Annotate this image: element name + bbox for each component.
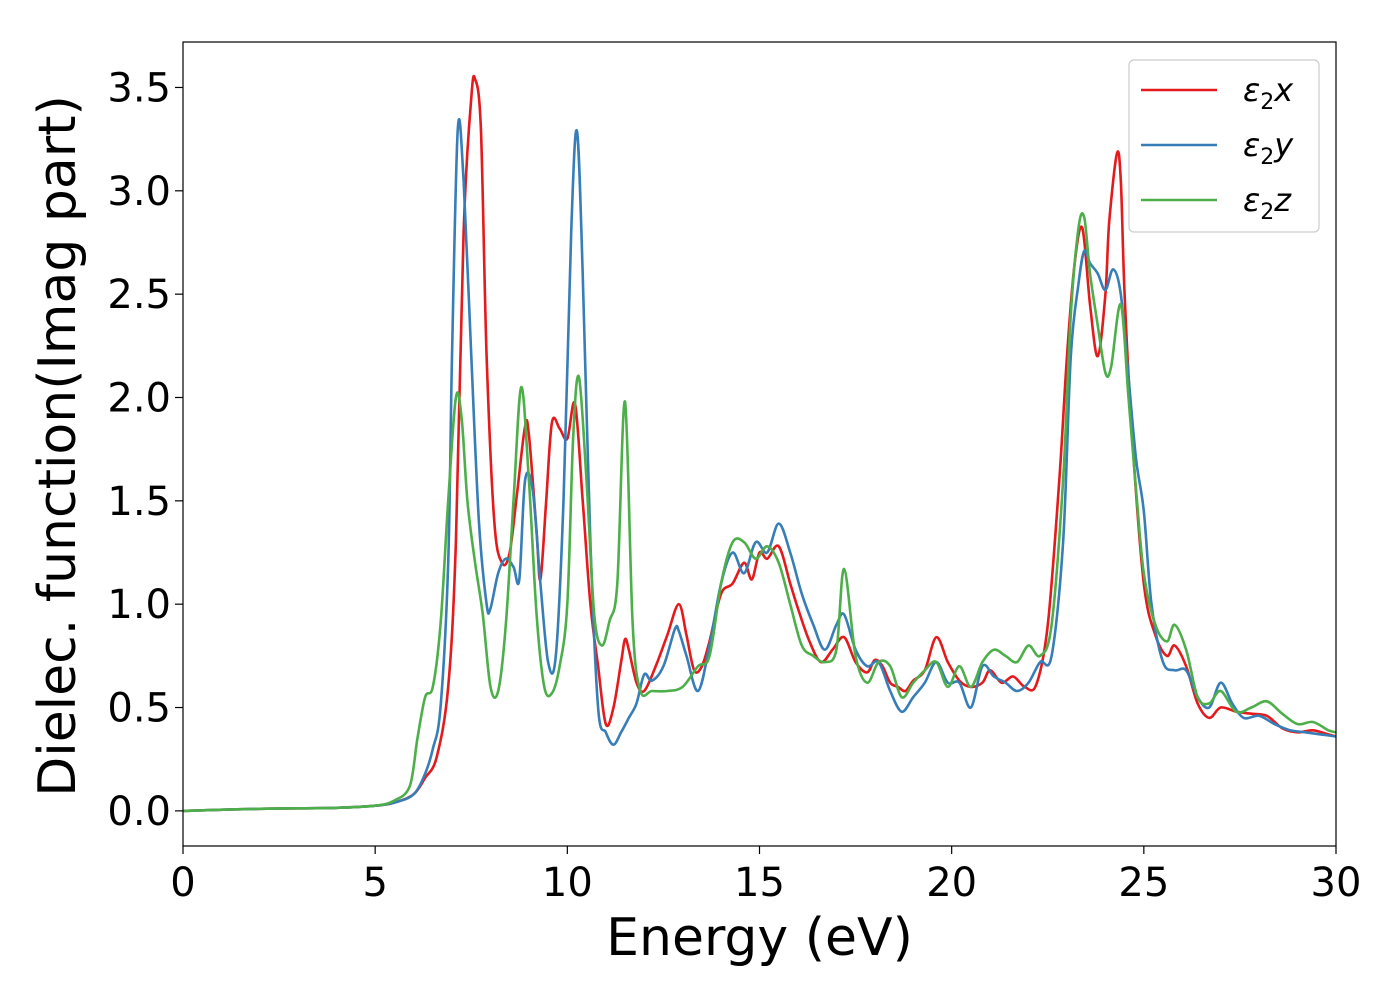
y-tick-label: 1.0: [107, 582, 171, 628]
y-axis-title: Dielec. function(Imag part): [28, 95, 88, 797]
y-tick-label: 2.5: [107, 272, 171, 318]
y-tick-label: 0.5: [107, 686, 171, 732]
y-axis: 0.0 0.5 1.0 1.5 2.0 2.5 3.0 3.5: [107, 65, 183, 835]
legend: ε2x ε2y ε2z: [1128, 59, 1320, 233]
series-line-y: [183, 118, 1336, 813]
series-line-x: [183, 74, 1336, 813]
legend-label-y: ε2y: [1243, 126, 1294, 170]
series-line-z: [183, 212, 1336, 813]
legend-box: [1128, 59, 1320, 233]
y-tick-label: 1.5: [107, 479, 171, 525]
y-tick-label: 0.0: [107, 789, 171, 835]
x-axis-title: Energy (eV): [606, 908, 913, 968]
y-tick-label: 3.5: [107, 65, 171, 111]
x-tick-label: 20: [926, 860, 977, 906]
x-tick-label: 25: [1118, 860, 1169, 906]
y-tick-label: 2.0: [107, 375, 171, 421]
x-tick-label: 5: [362, 860, 387, 906]
legend-label-x: ε2x: [1243, 71, 1294, 115]
plot-lines: [183, 74, 1336, 813]
x-tick-label: 0: [170, 860, 195, 906]
y-tick-label: 3.0: [107, 169, 171, 215]
x-tick-label: 10: [542, 860, 593, 906]
x-tick-label: 15: [734, 860, 785, 906]
x-axis: 0 5 10 15 20 25 30: [170, 846, 1361, 906]
legend-label-z: ε2z: [1243, 181, 1292, 225]
x-tick-label: 30: [1311, 860, 1362, 906]
